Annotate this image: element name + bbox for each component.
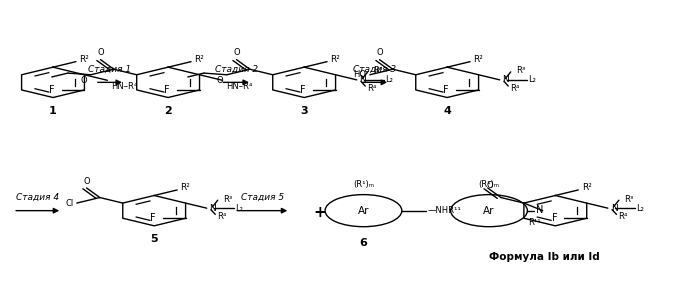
Text: L₂: L₂ <box>385 75 393 84</box>
Text: R³: R³ <box>517 66 526 75</box>
Text: N: N <box>503 75 510 84</box>
Text: Стадия 5: Стадия 5 <box>240 193 284 202</box>
Text: R⁴: R⁴ <box>368 84 377 93</box>
Text: L₂: L₂ <box>235 204 243 213</box>
Text: R²: R² <box>331 55 340 64</box>
Text: Стадия 3: Стадия 3 <box>354 64 396 74</box>
Text: R²: R² <box>194 55 204 64</box>
Text: L₂: L₂ <box>636 204 644 213</box>
Text: F: F <box>150 213 156 223</box>
Text: R²: R² <box>80 55 89 64</box>
Text: R⁴: R⁴ <box>510 84 520 93</box>
Text: N: N <box>210 204 216 213</box>
Text: 1: 1 <box>49 106 57 116</box>
Text: 2: 2 <box>164 106 172 116</box>
Text: L₂: L₂ <box>528 75 536 84</box>
Text: F: F <box>443 85 449 95</box>
Text: (R¹)ₘ: (R¹)ₘ <box>353 180 374 189</box>
Text: F: F <box>164 85 170 95</box>
Text: Стадия 1: Стадия 1 <box>88 64 131 74</box>
Text: HN–R⁴: HN–R⁴ <box>111 82 137 91</box>
Text: O: O <box>233 48 240 57</box>
Text: N: N <box>611 204 617 213</box>
Text: Стадия 4: Стадия 4 <box>16 193 59 202</box>
Text: N: N <box>536 205 544 215</box>
Text: R⁴: R⁴ <box>217 212 226 221</box>
Text: 6: 6 <box>359 238 368 248</box>
Text: Ar: Ar <box>483 206 495 216</box>
Text: Стадия 2: Стадия 2 <box>215 64 258 74</box>
Text: R²: R² <box>582 183 591 192</box>
Text: HO: HO <box>354 70 366 79</box>
Text: R³: R³ <box>373 66 382 75</box>
Text: N: N <box>359 75 366 84</box>
Text: F: F <box>301 85 306 95</box>
Text: O: O <box>487 180 493 190</box>
Text: O: O <box>217 76 224 85</box>
Text: R²: R² <box>473 55 484 64</box>
Text: O: O <box>376 48 383 57</box>
Text: +: + <box>314 205 326 220</box>
Text: —NHR¹¹: —NHR¹¹ <box>428 206 461 215</box>
Text: 3: 3 <box>301 106 308 116</box>
Text: O: O <box>80 76 87 85</box>
Text: 4: 4 <box>443 106 451 116</box>
Text: (R¹)ₘ: (R¹)ₘ <box>479 180 500 189</box>
Text: R⁴: R⁴ <box>619 212 628 221</box>
Text: F: F <box>50 85 55 95</box>
Text: R²: R² <box>180 183 190 192</box>
Text: R³: R³ <box>223 195 233 204</box>
Text: F: F <box>552 213 557 223</box>
Text: O: O <box>97 48 104 57</box>
Text: Ar: Ar <box>358 206 369 216</box>
Text: HN–R⁴: HN–R⁴ <box>226 82 252 91</box>
Text: R³: R³ <box>624 195 634 204</box>
Text: Cl: Cl <box>65 199 73 207</box>
Text: R¹¹: R¹¹ <box>528 218 541 227</box>
Text: O: O <box>83 177 90 185</box>
Text: Формула Ib или Id: Формула Ib или Id <box>489 252 600 262</box>
Text: 5: 5 <box>150 234 158 244</box>
